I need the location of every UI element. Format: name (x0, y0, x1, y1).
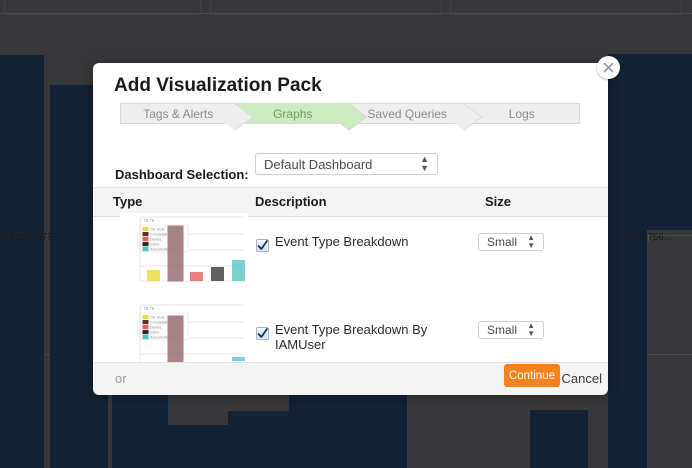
svg-text:↑ 75.7K: ↑ 75.7K (140, 306, 155, 311)
svg-text:AssumeRp: AssumeRp (150, 247, 170, 252)
svg-text:↑ 75.7K: ↑ 75.7K (140, 218, 155, 223)
svg-text:AssumeRp: AssumeRp (150, 335, 170, 340)
